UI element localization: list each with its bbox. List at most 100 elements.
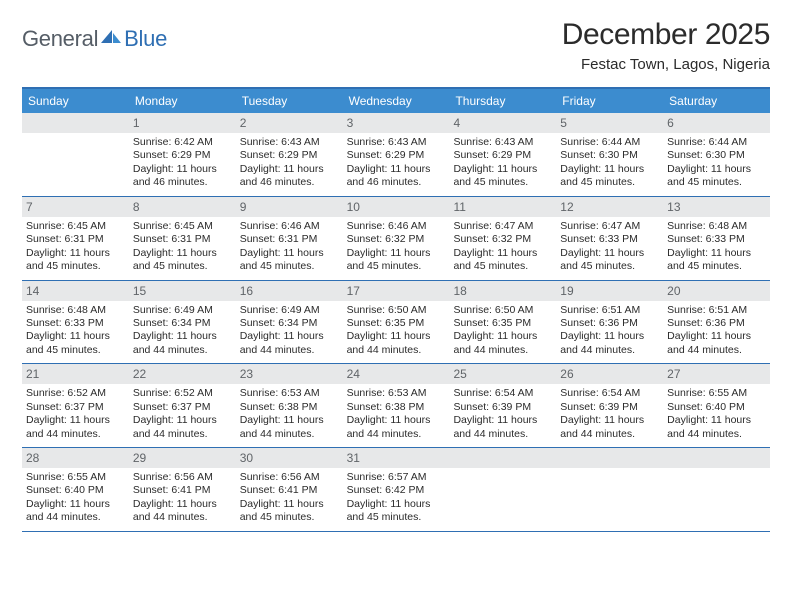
sunset-line: Sunset: 6:34 PM bbox=[133, 317, 232, 330]
day-number: 21 bbox=[22, 364, 129, 384]
day-cell: 25Sunrise: 6:54 AMSunset: 6:39 PMDayligh… bbox=[449, 364, 556, 447]
daylight-line: Daylight: 11 hours and 45 minutes. bbox=[667, 247, 766, 274]
sunrise-line: Sunrise: 6:50 AM bbox=[453, 304, 552, 317]
sunrise-line: Sunrise: 6:44 AM bbox=[667, 136, 766, 149]
day-cell bbox=[663, 448, 770, 531]
daylight-line: Daylight: 11 hours and 44 minutes. bbox=[240, 414, 339, 441]
day-number: 9 bbox=[236, 197, 343, 217]
day-number: 31 bbox=[343, 448, 450, 468]
day-number: 8 bbox=[129, 197, 236, 217]
sunset-line: Sunset: 6:33 PM bbox=[667, 233, 766, 246]
sunrise-line: Sunrise: 6:53 AM bbox=[347, 387, 446, 400]
day-cell: 31 Sunrise: 6:57 AMSunset: 6:42 PMDayligh… bbox=[343, 448, 450, 531]
calendar: SundayMondayTuesdayWednesdayThursdayFrid… bbox=[22, 87, 770, 532]
sunrise-line: Sunrise: 6:56 AM bbox=[133, 471, 232, 484]
sunset-line: Sunset: 6:40 PM bbox=[26, 484, 125, 497]
daylight-line: Daylight: 11 hours and 44 minutes. bbox=[347, 330, 446, 357]
day-of-week-header: Tuesday bbox=[236, 89, 343, 113]
daylight-line: Daylight: 11 hours and 44 minutes. bbox=[133, 498, 232, 525]
logo-sail-icon bbox=[100, 28, 122, 51]
day-cell: 27Sunrise: 6:55 AMSunset: 6:40 PMDayligh… bbox=[663, 364, 770, 447]
sunrise-line: Sunrise: 6:49 AM bbox=[133, 304, 232, 317]
day-cell: 14Sunrise: 6:48 AMSunset: 6:33 PMDayligh… bbox=[22, 281, 129, 364]
sunrise-line: Sunrise: 6:46 AM bbox=[240, 220, 339, 233]
sunrise-line: Sunrise: 6:51 AM bbox=[667, 304, 766, 317]
day-cell: 11 Sunrise: 6:47 AMSunset: 6:32 PMDayligh… bbox=[449, 197, 556, 280]
daylight-line: Daylight: 11 hours and 44 minutes. bbox=[133, 414, 232, 441]
sunset-line: Sunset: 6:32 PM bbox=[453, 233, 552, 246]
sunrise-line: Sunrise: 6:54 AM bbox=[560, 387, 659, 400]
day-cell: 30Sunrise: 6:56 AMSunset: 6:41 PMDayligh… bbox=[236, 448, 343, 531]
day-number: 1 bbox=[129, 113, 236, 133]
day-cell: 22Sunrise: 6:52 AMSunset: 6:37 PMDayligh… bbox=[129, 364, 236, 447]
sunrise-line: Sunrise: 6:45 AM bbox=[26, 220, 125, 233]
sunrise-line: Sunrise: 6:45 AM bbox=[133, 220, 232, 233]
day-number: 17 bbox=[343, 281, 450, 301]
day-cell: 21Sunrise: 6:52 AMSunset: 6:37 PMDayligh… bbox=[22, 364, 129, 447]
sunrise-line: Sunrise: 6:49 AM bbox=[240, 304, 339, 317]
day-cell: 26Sunrise: 6:54 AMSunset: 6:39 PMDayligh… bbox=[556, 364, 663, 447]
day-info: Sunrise: 6:54 AMSunset: 6:39 PMDaylight:… bbox=[453, 387, 552, 441]
daylight-line: Daylight: 11 hours and 44 minutes. bbox=[667, 330, 766, 357]
sunrise-line: Sunrise: 6:55 AM bbox=[26, 471, 125, 484]
day-info: Sunrise: 6:51 AMSunset: 6:36 PMDaylight:… bbox=[667, 304, 766, 358]
daylight-line: Daylight: 11 hours and 44 minutes. bbox=[453, 330, 552, 357]
day-cell: 3Sunrise: 6:43 AMSunset: 6:29 PMDaylight… bbox=[343, 113, 450, 196]
day-info: Sunrise: 6:47 AMSunset: 6:32 PMDaylight:… bbox=[453, 220, 552, 274]
sunset-line: Sunset: 6:38 PM bbox=[347, 401, 446, 414]
week-row: 14Sunrise: 6:48 AMSunset: 6:33 PMDayligh… bbox=[22, 281, 770, 365]
day-number: 11 bbox=[449, 197, 556, 217]
logo-text-gray: General bbox=[22, 26, 98, 52]
day-cell: 13Sunrise: 6:48 AMSunset: 6:33 PMDayligh… bbox=[663, 197, 770, 280]
day-number: 26 bbox=[556, 364, 663, 384]
day-info: Sunrise: 6:43 AMSunset: 6:29 PMDaylight:… bbox=[240, 136, 339, 190]
sunrise-line: Sunrise: 6:43 AM bbox=[347, 136, 446, 149]
day-info: Sunrise: 6:48 AMSunset: 6:33 PMDaylight:… bbox=[667, 220, 766, 274]
daylight-line: Daylight: 11 hours and 44 minutes. bbox=[133, 330, 232, 357]
sunrise-line: Sunrise: 6:50 AM bbox=[347, 304, 446, 317]
day-number: 5 bbox=[556, 113, 663, 133]
day-cell: 28Sunrise: 6:55 AMSunset: 6:40 PMDayligh… bbox=[22, 448, 129, 531]
calendar-page: General Blue December 2025 Festac Town, … bbox=[0, 0, 792, 612]
sunrise-line: Sunrise: 6:43 AM bbox=[453, 136, 552, 149]
day-info: Sunrise: 6:46 AMSunset: 6:31 PMDaylight:… bbox=[240, 220, 339, 274]
sunrise-line: Sunrise: 6:52 AM bbox=[133, 387, 232, 400]
daylight-line: Daylight: 11 hours and 46 minutes. bbox=[240, 163, 339, 190]
header: General Blue December 2025 Festac Town, … bbox=[22, 18, 770, 79]
daylight-line: Daylight: 11 hours and 44 minutes. bbox=[347, 414, 446, 441]
day-of-week-header: Wednesday bbox=[343, 89, 450, 113]
day-cell: 17 Sunrise: 6:50 AMSunset: 6:35 PMDayligh… bbox=[343, 281, 450, 364]
sunset-line: Sunset: 6:35 PM bbox=[347, 317, 446, 330]
sunset-line: Sunset: 6:34 PM bbox=[240, 317, 339, 330]
sunrise-line: Sunrise: 6:46 AM bbox=[347, 220, 446, 233]
day-of-week-header: Sunday bbox=[22, 89, 129, 113]
day-info: Sunrise: 6:49 AMSunset: 6:34 PMDaylight:… bbox=[133, 304, 232, 358]
daylight-line: Daylight: 11 hours and 45 minutes. bbox=[347, 247, 446, 274]
day-cell: 4Sunrise: 6:43 AMSunset: 6:29 PMDaylight… bbox=[449, 113, 556, 196]
day-number: 12 bbox=[556, 197, 663, 217]
daylight-line: Daylight: 11 hours and 45 minutes. bbox=[667, 163, 766, 190]
day-info: Sunrise: 6:55 AMSunset: 6:40 PMDaylight:… bbox=[667, 387, 766, 441]
daylight-line: Daylight: 11 hours and 45 minutes. bbox=[560, 163, 659, 190]
day-info: Sunrise: 6:50 AMSunset: 6:35 PMDaylight:… bbox=[347, 304, 446, 358]
sunrise-line: Sunrise: 6:43 AM bbox=[240, 136, 339, 149]
sunset-line: Sunset: 6:40 PM bbox=[667, 401, 766, 414]
day-number: 7 bbox=[22, 197, 129, 217]
sunset-line: Sunset: 6:37 PM bbox=[26, 401, 125, 414]
location: Festac Town, Lagos, Nigeria bbox=[562, 56, 770, 73]
day-of-week-header: Thursday bbox=[449, 89, 556, 113]
sunset-line: Sunset: 6:36 PM bbox=[667, 317, 766, 330]
day-number: 18 bbox=[449, 281, 556, 301]
day-info: Sunrise: 6:57 AMSunset: 6:42 PMDaylight:… bbox=[347, 471, 446, 525]
day-number: 2 bbox=[236, 113, 343, 133]
day-cell: 7Sunrise: 6:45 AMSunset: 6:31 PMDaylight… bbox=[22, 197, 129, 280]
day-cell: 20Sunrise: 6:51 AMSunset: 6:36 PMDayligh… bbox=[663, 281, 770, 364]
day-number bbox=[449, 448, 556, 468]
day-info: Sunrise: 6:43 AMSunset: 6:29 PMDaylight:… bbox=[453, 136, 552, 190]
day-info: Sunrise: 6:48 AMSunset: 6:33 PMDaylight:… bbox=[26, 304, 125, 358]
daylight-line: Daylight: 11 hours and 45 minutes. bbox=[453, 163, 552, 190]
day-info: Sunrise: 6:53 AMSunset: 6:38 PMDaylight:… bbox=[347, 387, 446, 441]
day-cell: 12Sunrise: 6:47 AMSunset: 6:33 PMDayligh… bbox=[556, 197, 663, 280]
day-number: 29 bbox=[129, 448, 236, 468]
logo-text-blue: Blue bbox=[124, 26, 167, 52]
